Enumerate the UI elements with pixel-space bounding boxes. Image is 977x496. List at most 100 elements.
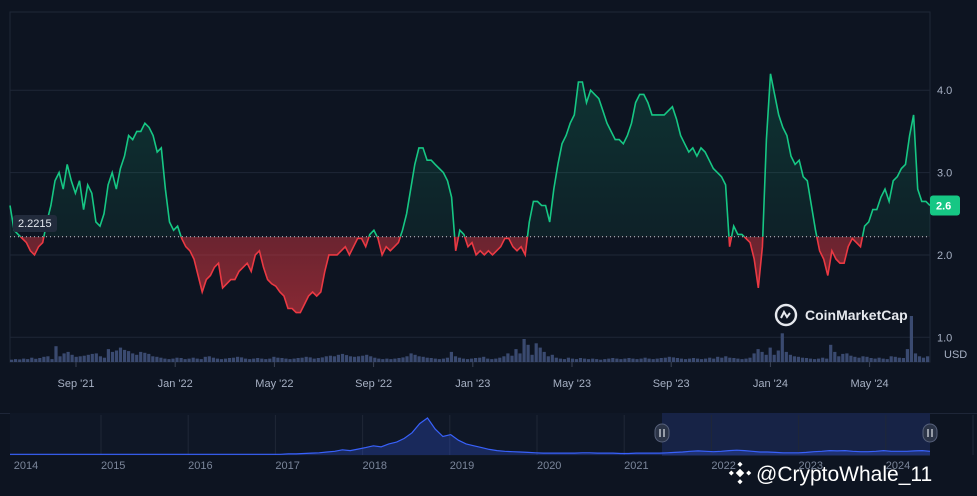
volume-bar bbox=[22, 358, 26, 362]
volume-bar bbox=[26, 359, 30, 362]
volume-bar bbox=[679, 358, 683, 362]
volume-bar bbox=[449, 351, 453, 362]
volume-bar bbox=[926, 356, 930, 363]
navigator-line bbox=[10, 417, 931, 455]
volume-bar bbox=[308, 357, 312, 362]
volume-bar bbox=[46, 356, 50, 363]
volume-bar bbox=[651, 359, 655, 362]
volume-bar bbox=[332, 356, 336, 363]
volume-bar bbox=[94, 353, 98, 362]
volume-bar bbox=[716, 356, 720, 362]
volume-bar bbox=[889, 356, 893, 363]
volume-bar bbox=[78, 356, 82, 363]
volume-bar bbox=[502, 356, 506, 363]
volume-bar bbox=[324, 356, 328, 363]
volume-bar bbox=[417, 356, 421, 363]
volume-bar bbox=[873, 358, 877, 362]
volume-bar bbox=[687, 358, 692, 362]
volume-bar bbox=[813, 359, 817, 362]
x-tick-label: Jan '23 bbox=[455, 378, 490, 390]
volume-bar bbox=[841, 353, 845, 362]
volume-bar bbox=[143, 352, 147, 362]
volume-bar bbox=[780, 333, 784, 363]
volume-bar bbox=[869, 358, 873, 362]
volume-bar bbox=[74, 356, 78, 362]
volume-bar bbox=[784, 351, 788, 362]
volume-bar bbox=[845, 353, 849, 362]
volume-bar bbox=[550, 354, 554, 362]
credit-watermark: @CryptoWhale_11 bbox=[728, 461, 932, 486]
volume-bar bbox=[445, 357, 449, 362]
volume-bar bbox=[425, 357, 429, 362]
volume-bar bbox=[437, 359, 441, 362]
volume-bar bbox=[635, 359, 639, 362]
volume-bar bbox=[227, 358, 232, 362]
x-tick-label: May '22 bbox=[255, 378, 293, 390]
volume-bar bbox=[357, 356, 361, 363]
volume-bar bbox=[240, 357, 244, 362]
navigator-selected-range[interactable] bbox=[662, 413, 930, 456]
volume-bar bbox=[885, 359, 889, 362]
volume-bar bbox=[171, 358, 175, 362]
volume-bar bbox=[877, 357, 881, 362]
volume-bar bbox=[849, 355, 853, 362]
volume-bar bbox=[583, 358, 587, 362]
volume-bar bbox=[659, 358, 663, 362]
volume-bar bbox=[534, 343, 538, 362]
navigator-left-handle[interactable] bbox=[654, 423, 670, 443]
y-tick-label: 4.0 bbox=[937, 85, 952, 97]
volume-bar bbox=[482, 356, 486, 362]
volume-bar bbox=[647, 358, 651, 362]
price-areas bbox=[10, 73, 930, 313]
navigator-x-label: 2016 bbox=[188, 460, 212, 472]
volume-bar bbox=[211, 357, 215, 362]
volume-bar bbox=[708, 357, 712, 362]
volume-bar bbox=[106, 349, 110, 362]
volume-bar bbox=[353, 356, 357, 362]
navigator-x-label: 2019 bbox=[450, 460, 474, 472]
volume-bar bbox=[461, 358, 466, 362]
volume-bar bbox=[498, 357, 502, 362]
volume-bar bbox=[671, 357, 675, 362]
x-tick-label: May '23 bbox=[553, 378, 591, 390]
volume-bar bbox=[756, 349, 760, 362]
volume-bar bbox=[663, 357, 667, 362]
y-tick-label: 1.0 bbox=[937, 332, 952, 344]
x-tick-label: Jan '24 bbox=[753, 378, 788, 390]
volume-bar bbox=[490, 359, 494, 362]
volume-bar bbox=[772, 354, 776, 362]
volume-bar bbox=[127, 351, 131, 362]
coinmarketcap-watermark: CoinMarketCap bbox=[774, 303, 908, 327]
volume-bar bbox=[118, 347, 123, 362]
volume-bar bbox=[853, 356, 857, 362]
volume-bar bbox=[18, 359, 22, 362]
volume-bar bbox=[570, 358, 575, 362]
current-price-badge: 2.6 bbox=[930, 195, 960, 216]
volume-bar bbox=[510, 355, 514, 362]
volume-bar bbox=[344, 355, 349, 362]
volume-bar bbox=[114, 350, 119, 362]
coinmarketcap-logo-icon bbox=[774, 303, 798, 327]
volume-bar bbox=[123, 349, 127, 362]
navigator-x-label: 2014 bbox=[14, 460, 38, 472]
volume-bar bbox=[66, 351, 70, 362]
volume-bar bbox=[413, 354, 417, 362]
volume-bar bbox=[865, 356, 869, 362]
volume-bar bbox=[631, 358, 635, 362]
volume-bar bbox=[615, 358, 619, 362]
volume-bar bbox=[365, 354, 369, 362]
volume-bar bbox=[639, 358, 643, 362]
volume-bar bbox=[578, 358, 583, 362]
volume-bar bbox=[881, 358, 885, 362]
navigator-right-handle[interactable] bbox=[922, 423, 938, 443]
volume-bar bbox=[264, 359, 268, 362]
x-tick-label: Sep '22 bbox=[355, 378, 392, 390]
volume-bar bbox=[704, 358, 708, 362]
volume-bar bbox=[30, 357, 34, 362]
volume-bar bbox=[518, 353, 522, 362]
volume-bar bbox=[466, 359, 470, 362]
volume-bar bbox=[917, 356, 922, 363]
time-navigator[interactable] bbox=[10, 413, 974, 456]
volume-bar bbox=[147, 353, 151, 362]
